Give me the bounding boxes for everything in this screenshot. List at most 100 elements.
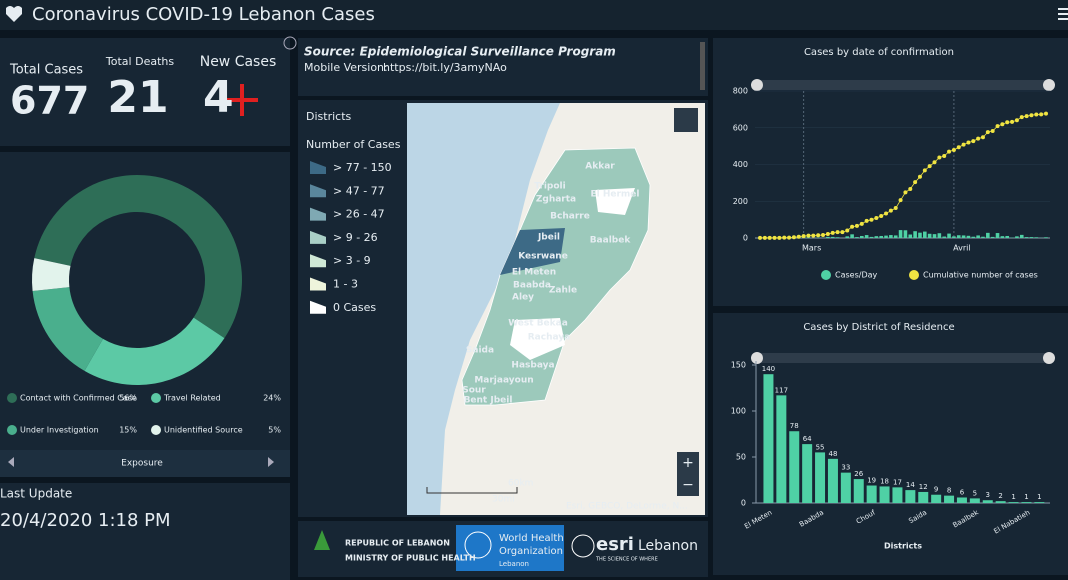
day-bar: [874, 236, 879, 238]
y-tick-label: 100: [731, 407, 746, 416]
cumulative-dot: [888, 208, 893, 213]
mobile-link[interactable]: https://bit.ly/3amyNAo: [383, 61, 507, 74]
legend-swatch: [310, 161, 326, 174]
cumulative-dot: [1044, 111, 1048, 116]
cumulative-dot: [840, 230, 845, 235]
slider-handle[interactable]: [751, 352, 763, 364]
day-bar: [913, 231, 917, 238]
slider-handle[interactable]: [1043, 79, 1055, 91]
cumulative-dot: [942, 154, 947, 159]
menu-icon[interactable]: [1058, 8, 1068, 20]
cumulative-dot: [1014, 118, 1019, 123]
cumulative-dot: [864, 218, 869, 223]
who-emblem: [464, 531, 492, 559]
zoom-in[interactable]: +: [682, 455, 694, 471]
bar: [815, 452, 826, 503]
legend-label: > 9 - 26: [333, 231, 378, 244]
value-label: 19: [867, 477, 876, 485]
y-tick-label: 0: [741, 499, 746, 508]
legend-label: 1 - 3: [333, 278, 358, 291]
day-bar: [986, 232, 990, 238]
day-bar: [990, 236, 995, 238]
scale-bar: [426, 487, 518, 494]
range-slider[interactable]: [757, 80, 1049, 90]
cumulative-dot: [937, 155, 942, 160]
zoom-buttons[interactable]: [677, 452, 699, 496]
map-attribution: Esri, GEBCO, DeLorme, N...: [566, 502, 688, 512]
legend-label: Travel Related: [163, 394, 221, 403]
district-label: Bcharre: [550, 212, 590, 222]
legend-label: > 26 - 47: [333, 208, 385, 221]
day-bar: [889, 235, 893, 238]
menu-line[interactable]: [1058, 13, 1068, 15]
bar: [853, 479, 864, 503]
cumulative-dot: [971, 139, 976, 144]
bar: [892, 487, 903, 503]
cumulative-dot: [801, 234, 806, 239]
header-bar: [0, 0, 1068, 30]
next-arrow[interactable]: [268, 457, 274, 467]
bar: [802, 444, 813, 503]
bar: [866, 485, 877, 503]
cumulative-dot: [922, 168, 927, 173]
prev-arrow[interactable]: [8, 457, 14, 467]
day-bar: [966, 235, 971, 238]
value-label: 17: [893, 478, 902, 486]
day-bar: [961, 235, 966, 238]
expand-icon[interactable]: [283, 36, 297, 50]
day-bar: [855, 237, 859, 238]
cumulative-dot: [859, 221, 864, 226]
stat-value: 21: [107, 72, 168, 123]
range-slider[interactable]: [757, 353, 1049, 363]
day-bar: [845, 236, 850, 238]
value-label: 3: [986, 491, 990, 499]
cumulative-dot: [758, 235, 762, 240]
cumulative-dot: [966, 140, 971, 145]
district-label: Hasbaya: [511, 361, 554, 371]
cedar-logo: [314, 530, 330, 550]
slider-handle[interactable]: [751, 79, 763, 91]
bar: [995, 501, 1006, 503]
slider-handle[interactable]: [1043, 352, 1055, 364]
map-white-district: [510, 318, 565, 360]
legend-value: 56%: [119, 394, 137, 403]
cumulative-dot: [869, 217, 874, 222]
cumulative-dot: [1000, 122, 1005, 127]
bar: [827, 458, 838, 503]
district-label: El Meten: [512, 268, 556, 278]
day-bar: [1005, 235, 1010, 238]
district-label: Baabda: [513, 281, 551, 291]
legend-dot: [151, 425, 161, 435]
legend-value: 15%: [119, 426, 137, 435]
mobile-label: Mobile Version:: [304, 61, 388, 74]
cumulative-dot: [879, 213, 884, 218]
cumulative-dot: [830, 230, 835, 235]
value-label: 1: [1037, 493, 1041, 501]
timeline-panel: [713, 38, 1068, 306]
day-bar: [952, 236, 956, 238]
home-button[interactable]: [674, 108, 698, 132]
cumulative-dot: [1010, 119, 1015, 124]
y-tick-label: 150: [731, 361, 746, 370]
zoom-out[interactable]: −: [682, 477, 694, 493]
cumulative-dot: [772, 235, 777, 240]
district-label: Kesrwane: [518, 252, 568, 262]
logo-text: Lebanon: [638, 538, 698, 554]
menu-line[interactable]: [1058, 8, 1068, 10]
day-bar: [835, 237, 840, 238]
legend-label: 0 Cases: [333, 301, 376, 314]
x-tick-label: Avril: [953, 244, 970, 253]
cumulative-dot: [947, 149, 952, 154]
cumulative-dot: [835, 230, 840, 235]
legend-label: > 3 - 9: [333, 254, 371, 267]
legend-swatch: [310, 254, 326, 268]
scrollbar[interactable]: [700, 42, 705, 90]
x-tick-label: Mars: [802, 244, 821, 253]
legend-swatch: [310, 207, 326, 221]
menu-line[interactable]: [1058, 18, 1068, 20]
header-title: Coronavirus COVID-19 Lebanon Cases: [32, 4, 375, 25]
day-bar: [947, 233, 951, 238]
district-label: Zgharta: [536, 195, 576, 205]
map-white-district: [595, 188, 635, 215]
cumulative-dot: [806, 233, 811, 238]
